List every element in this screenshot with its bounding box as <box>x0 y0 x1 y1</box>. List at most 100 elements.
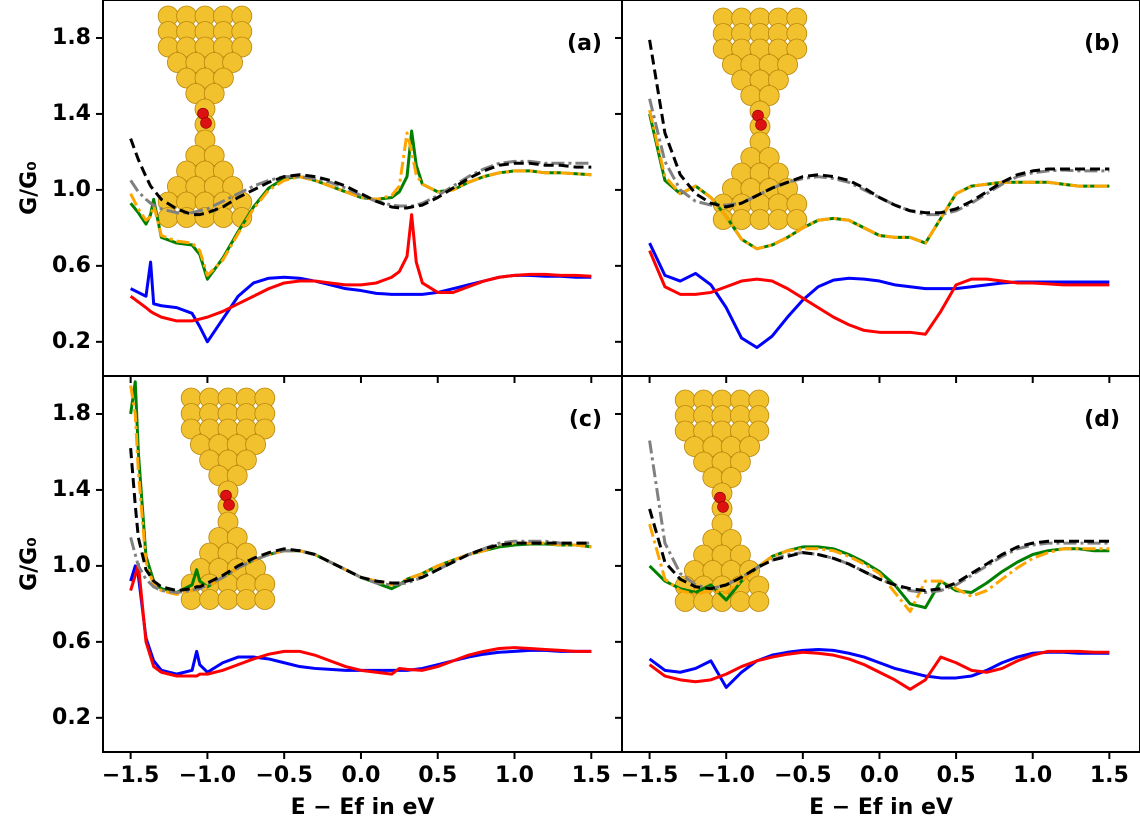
y-tick-label: 0.2 <box>52 705 91 730</box>
y-axis-label: G/G₀ <box>17 537 42 591</box>
gold-atom <box>786 209 808 230</box>
y-tick-label: 1.0 <box>52 177 91 202</box>
curve <box>129 537 592 594</box>
molecule-inset <box>180 387 276 610</box>
frame <box>102 375 623 753</box>
panel: 0.2 0.6 1.0 1.4 1.8 −1.5 −1.0 −0.5 0.0 0.5 1.0 1.5 (… <box>17 375 623 820</box>
panel: (b) <box>615 0 1140 383</box>
gold-atom <box>254 418 276 440</box>
x-axis-label: E − Ef in eV <box>291 795 435 820</box>
gold-atom <box>194 129 216 151</box>
gold-atom <box>720 467 742 488</box>
gold-atom <box>739 436 760 457</box>
gold-atom <box>235 589 257 610</box>
y-axis-label: G/G₀ <box>17 161 42 215</box>
y-tick-label: 0.6 <box>52 253 91 278</box>
curve <box>648 647 1110 689</box>
gold-atom <box>222 52 244 73</box>
gold-atom <box>199 589 221 610</box>
x-tick-label: 0.0 <box>860 763 899 788</box>
gold-atom <box>254 589 276 610</box>
gold-atom <box>730 544 751 566</box>
x-tick-label: −1.0 <box>698 763 755 788</box>
gold-atom <box>176 207 198 228</box>
curve <box>129 562 592 678</box>
curve <box>648 523 1110 613</box>
plot-area <box>648 440 1110 691</box>
curve <box>129 131 592 277</box>
gold-atom <box>720 529 742 550</box>
curve <box>648 98 1110 217</box>
x-tick-label: 1.0 <box>1013 763 1052 788</box>
x-tick-label: 0.5 <box>937 763 976 788</box>
gold-atom <box>748 420 770 442</box>
gold-atom <box>231 36 253 58</box>
x-tick-label: −1.5 <box>621 763 678 788</box>
curve <box>129 159 592 215</box>
gold-atom <box>786 38 808 60</box>
curve <box>129 213 592 323</box>
plot-area <box>648 39 1110 350</box>
frame <box>621 375 1140 753</box>
y-tick-label: 1.4 <box>52 477 91 502</box>
gold-atom <box>212 160 234 182</box>
panel: −1.5 −1.0 −0.5 0.0 0.5 1.0 1.5 (d) E − Ef in eV <box>615 375 1140 820</box>
gold-atom <box>226 465 248 486</box>
x-tick-label: −0.5 <box>774 763 831 788</box>
x-axis-label: E − Ef in eV <box>809 795 953 820</box>
gold-atom <box>749 209 771 230</box>
gold-atom <box>768 162 789 184</box>
curve <box>648 250 1110 336</box>
gold-atom <box>768 69 789 91</box>
y-tick-label: 0.2 <box>52 329 91 354</box>
x-tick-label: 1.0 <box>495 763 534 788</box>
gold-atom <box>758 147 780 168</box>
x-tick-label: 1.5 <box>1090 763 1129 788</box>
gold-atom <box>203 145 225 166</box>
plot-area <box>129 129 592 344</box>
gold-atom <box>730 591 751 612</box>
panel-label: (c) <box>569 407 602 432</box>
gold-atom <box>758 85 780 106</box>
y-tick-label: 1.8 <box>52 25 91 50</box>
gold-atom <box>203 83 225 104</box>
plot-area <box>129 380 592 678</box>
gold-atom <box>777 54 798 75</box>
x-tick-label: −0.5 <box>255 763 312 788</box>
gold-atom <box>235 449 257 471</box>
gold-atom <box>217 589 239 610</box>
curve <box>648 109 1110 251</box>
y-tick-label: 1.0 <box>52 553 91 578</box>
x-tick-label: −1.0 <box>179 763 236 788</box>
gold-atom <box>245 434 267 455</box>
x-tick-label: −1.5 <box>102 763 159 788</box>
x-tick-label: 1.5 <box>572 763 611 788</box>
y-tick-label: 0.6 <box>52 629 91 654</box>
gold-atom <box>749 131 771 153</box>
oxygen-atom <box>755 119 767 131</box>
panel-label: (d) <box>1084 407 1120 432</box>
curve <box>129 564 592 676</box>
x-tick-label: 0.5 <box>418 763 457 788</box>
curve <box>129 138 592 217</box>
oxygen-atom <box>717 501 729 513</box>
panel: 0.2 0.6 1.0 1.4 1.8 (a) G/G₀ <box>17 0 623 383</box>
panel-label: (b) <box>1084 31 1120 56</box>
curve <box>648 545 1110 610</box>
molecule-inset <box>674 389 770 612</box>
gold-atom <box>768 209 789 230</box>
gold-atom <box>217 511 239 533</box>
y-tick-label: 1.8 <box>52 401 91 426</box>
curve <box>648 39 1110 215</box>
curve <box>648 508 1110 593</box>
y-tick-label: 1.4 <box>52 101 91 126</box>
panel-label: (a) <box>567 31 602 56</box>
gold-atom <box>711 513 733 535</box>
gold-atom <box>730 451 751 473</box>
gold-atom <box>212 67 234 89</box>
gold-atom <box>226 527 248 548</box>
gold-atom <box>693 591 714 612</box>
gold-atom <box>674 591 696 612</box>
oxygen-atom <box>200 117 212 129</box>
